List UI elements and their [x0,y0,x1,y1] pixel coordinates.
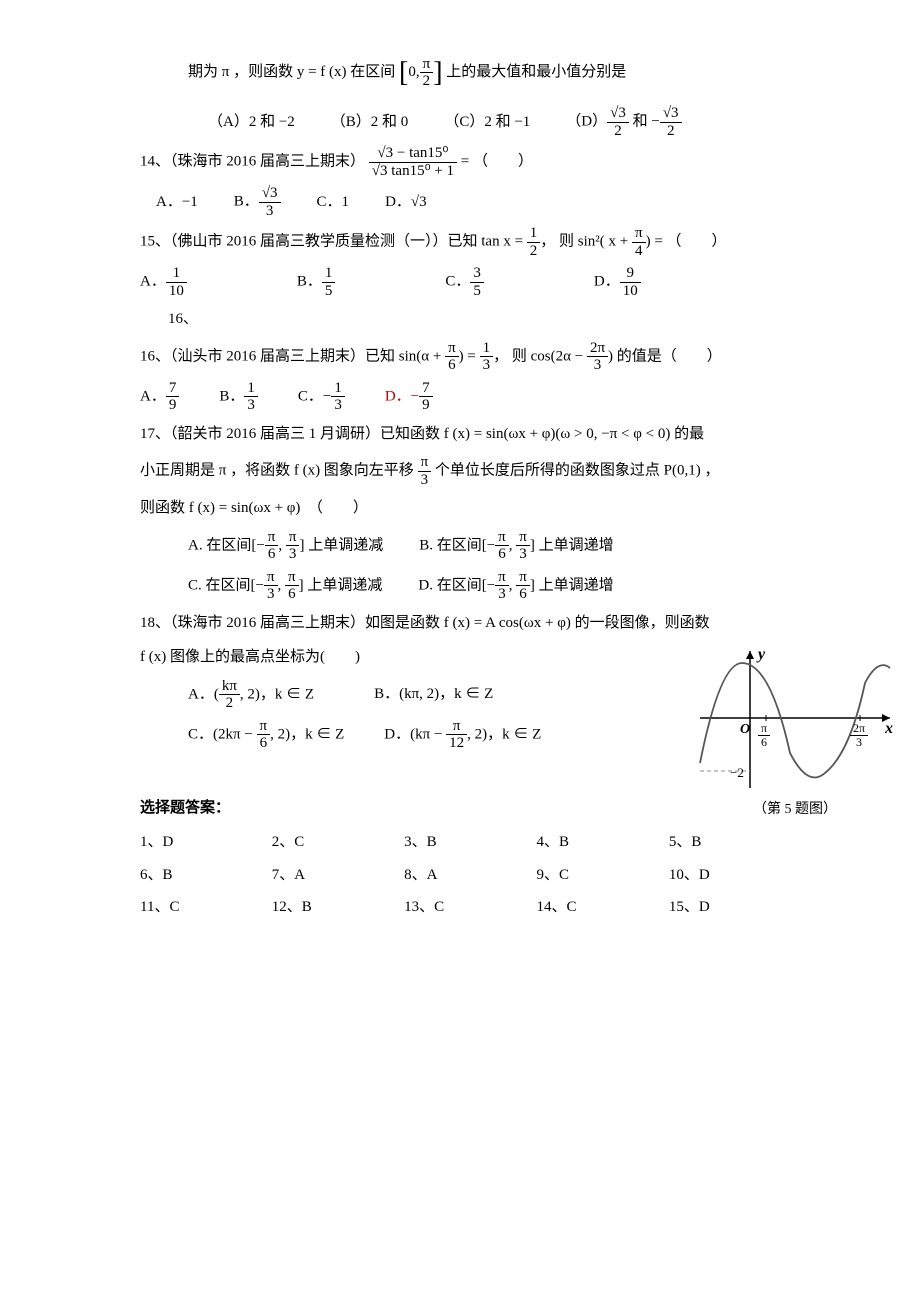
q15-options: A．110 B．15 C．35 D．910 [140,265,780,299]
text: ， 则 sin²( x + [540,234,632,250]
option-a: A．79 [140,380,179,414]
q18-figure: O x y −2 π6 2π3 （第 5 题图） [690,643,900,824]
option-b: B．13 [219,380,258,414]
text: 期为 π ，则函数 y = f (x) 在区间 [188,64,395,80]
q16-stem: 16、（汕头市 2016 届高三上期末）已知 sin(α + π6) = 13，… [140,340,780,374]
option-a: A．110 [140,265,187,299]
bracket-left: [ [399,57,408,88]
answers-table: 1、D 2、C 3、B 4、B 5、B 6、B 7、A 8、A 9、C 10、D… [140,828,780,922]
q18-l2-wrap: f (x) 图像上的最高点坐标为( ) O x y −2 π6 2π3 （第 5… [140,643,780,672]
ans-cell: 3、B [404,828,514,857]
option-c: C. 在区间[−π3, π6] 上单调递减 [188,569,382,603]
option-a: A．(kπ2, 2)，k ∈ Z [188,678,314,712]
option-c: （C）2 和 −1 [444,108,530,137]
q18-options-row2: C．(2kπ − π6, 2)，k ∈ Z D．(kπ − π12, 2)，k … [140,718,780,752]
option-d: D．√3 [385,188,427,217]
ans-cell: 8、A [404,861,514,890]
q13-options: （A）2 和 −2 （B）2 和 0 （C）2 和 −1 （D）√32 和 −√… [140,105,780,139]
interval-a: 0, [408,64,419,80]
svg-text:O: O [740,722,750,737]
q16-options: A．79 B．13 C．−13 D．−79 [140,380,780,414]
interval-b: π2 [420,56,434,90]
q15-stem: 15、（佛山市 2016 届高三教学质量检测（一））已知 tan x = 12，… [140,225,780,259]
q14-options: A．−1 B．√33 C．1 D．√3 [140,185,780,219]
option-a: （A）2 和 −2 [208,108,295,137]
option-b: （B）2 和 0 [331,108,409,137]
q13-stem: 期为 π ，则函数 y = f (x) 在区间 [0,π2] 上的最大值和最小值… [140,46,780,99]
q17-l3: 则函数 f (x) = sin(ωx + φ) （ ） [140,494,780,523]
q17-options-row1: A. 在区间[−π6, π3] 上单调递减 B. 在区间[−π6, π3] 上单… [140,529,780,563]
option-d: D．(kπ − π12, 2)，k ∈ Z [384,718,541,752]
option-d: D．−79 [385,380,433,414]
text: = （ ） [461,154,533,170]
ans-cell: 2、C [272,828,382,857]
q14-frac: √3 − tan15⁰√3 tan15⁰ + 1 [369,145,457,179]
ans-cell: 1、D [140,828,250,857]
answers-title: 选择题答案： [140,794,780,823]
option-c: C．1 [317,188,350,217]
option-c: C．35 [445,265,484,299]
q17-l2: 小正周期是 π ，将函数 f (x) 图象向左平移 π3 个单位长度后所得的函数… [140,454,780,488]
q15-stray: 16、 [140,305,780,334]
text: 15、（佛山市 2016 届高三教学质量检测（一））已知 tan x = [140,234,527,250]
q18-options-row1: A．(kπ2, 2)，k ∈ Z B．(kπ, 2)，k ∈ Z [140,678,780,712]
ans-cell: 12、B [272,893,382,922]
option-d: （D）√32 和 −√32 [566,105,681,139]
option-b: B．(kπ, 2)，k ∈ Z [374,680,493,709]
ans-cell: 14、C [536,893,646,922]
svg-text:y: y [756,646,766,663]
ans-cell: 15、D [669,893,780,922]
ans-cell: 11、C [140,893,250,922]
figure-caption: （第 5 题图） [690,797,900,824]
option-c: C．−13 [298,380,345,414]
text: 上的最大值和最小值分别是 [446,64,626,80]
q18-l1: 18、（珠海市 2016 届高三上期末）如图是函数 f (x) = A cos(… [140,609,780,638]
svg-text:x: x [884,720,893,737]
option-b: B. 在区间[−π6, π3] 上单调递增 [419,529,613,563]
ans-cell: 9、C [536,861,646,890]
option-c: C．(2kπ − π6, 2)，k ∈ Z [188,718,344,752]
q14-stem: 14、（珠海市 2016 届高三上期末） √3 − tan15⁰√3 tan15… [140,145,780,179]
ans-cell: 13、C [404,893,514,922]
bracket-right: ] [433,57,442,88]
option-d: D．910 [594,265,641,299]
option-a: A．−1 [156,188,198,217]
option-d: D. 在区间[−π3, π6] 上单调递增 [418,569,613,603]
text: 14、（珠海市 2016 届高三上期末） [140,154,365,170]
q17-options-row2: C. 在区间[−π3, π6] 上单调递减 D. 在区间[−π3, π6] 上单… [140,569,780,603]
svg-text:−2: −2 [730,765,744,780]
option-a: A. 在区间[−π6, π3] 上单调递减 [188,529,383,563]
text: ) = （ ） [646,234,727,250]
q18-l2: f (x) 图像上的最高点坐标为( ) [140,649,360,665]
option-b: B．√33 [234,185,281,219]
option-b: B．15 [297,265,336,299]
ans-cell: 5、B [669,828,780,857]
q17-l1: 17、（韶关市 2016 届高三 1 月调研）已知函数 f (x) = sin(… [140,420,780,449]
ans-cell: 10、D [669,861,780,890]
ans-cell: 4、B [536,828,646,857]
ans-cell: 6、B [140,861,250,890]
ans-cell: 7、A [272,861,382,890]
